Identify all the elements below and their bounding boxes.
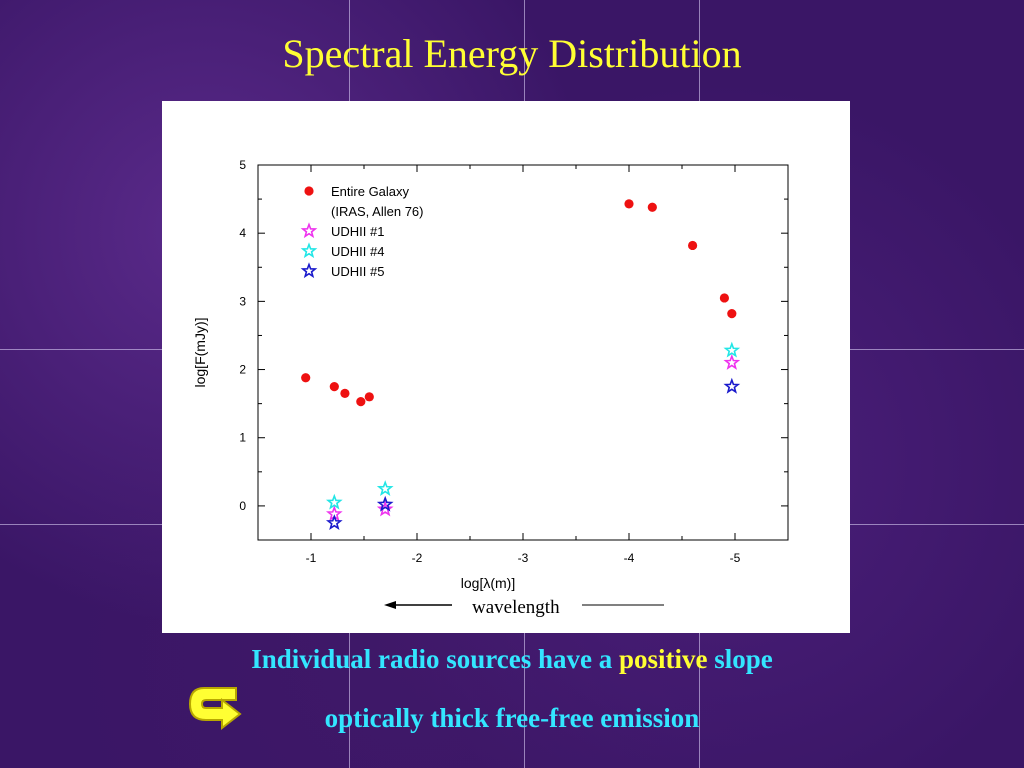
y-tick-label: 5 (239, 158, 246, 172)
x-tick-label: -3 (518, 551, 529, 565)
x-tick-label: -1 (306, 551, 317, 565)
data-point-galaxy (688, 240, 698, 251)
y-tick-label: 2 (239, 363, 246, 377)
data-point-udhii-1 (376, 500, 394, 517)
data-point-galaxy (727, 309, 737, 319)
data-point-udhii-3 (325, 514, 343, 531)
data-point-galaxy (329, 381, 339, 392)
y-tick-label: 3 (239, 294, 246, 308)
caption-highlight: positive (619, 644, 708, 674)
caption-line-1: Individual radio sources have a positive… (0, 644, 1024, 675)
caption-text-b: slope (707, 644, 773, 674)
x-axis-label: log[λ(m)] (461, 575, 515, 591)
data-point-udhii-3 (723, 377, 741, 394)
x-tick-label: -5 (730, 551, 741, 565)
wavelength-label: wavelength (472, 597, 560, 618)
y-tick-label: 1 (239, 431, 246, 445)
caption-line-2: optically thick free-free emission (324, 703, 700, 733)
data-point-udhii-2 (723, 341, 741, 358)
legend-label: UDHII #4 (331, 244, 384, 259)
data-point-udhii-1 (723, 353, 741, 370)
data-point-galaxy (364, 392, 374, 402)
legend-label: UDHII #5 (331, 264, 384, 279)
x-tick-label: -2 (412, 551, 423, 565)
caption-text-a: Individual radio sources have a (251, 644, 620, 674)
sed-chart: -1 -2 -3 -4 -5 0 1 2 3 4 5 log[λ(m)] log[F(mJy)] Enti… (192, 158, 789, 609)
data-point-udhii-2 (325, 493, 343, 510)
wavelength-arrowhead (384, 601, 396, 609)
legend-label-line2: (IRAS, Allen 76) (331, 204, 424, 219)
data-point-galaxy (719, 293, 730, 303)
x-tick-label: -4 (624, 551, 635, 565)
data-point-galaxy (301, 373, 311, 383)
y-tick-label: 4 (239, 226, 246, 240)
legend-marker (300, 242, 318, 259)
legend-marker (300, 262, 318, 279)
plot-frame (257, 164, 789, 541)
legend-marker (300, 222, 318, 239)
curved-arrow-icon (188, 687, 242, 731)
data-point-udhii-2 (376, 480, 394, 496)
legend-marker (304, 186, 314, 196)
legend-label: UDHII #1 (331, 224, 384, 239)
slide-title: Spectral Energy Distribution (282, 31, 742, 76)
y-tick-label: 0 (239, 499, 246, 513)
data-point-galaxy (356, 396, 366, 407)
data-point-galaxy (624, 199, 634, 209)
y-axis-label: log[F(mJy)] (192, 318, 208, 388)
legend-label: Entire Galaxy (331, 184, 410, 199)
data-point-galaxy (340, 388, 350, 399)
data-point-udhii-3 (376, 495, 394, 512)
chart-panel: -1 -2 -3 -4 -5 0 1 2 3 4 5 log[λ(m)] log[F(mJy)] Enti… (162, 101, 850, 633)
data-point-galaxy (647, 202, 657, 212)
